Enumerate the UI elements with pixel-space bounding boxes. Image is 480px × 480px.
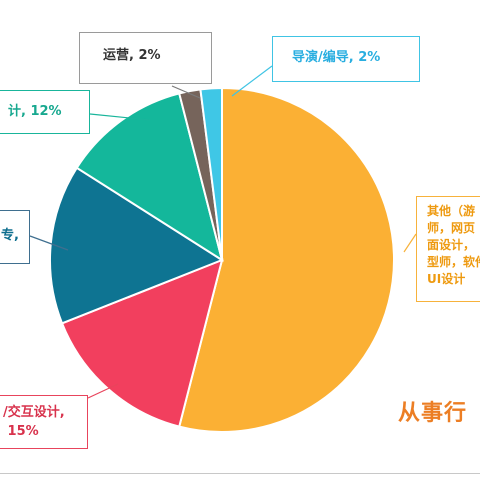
chart-title: 从事行	[398, 401, 468, 426]
leader-line-jiaohu	[87, 383, 119, 399]
leader-line-yunying	[171, 85, 201, 99]
pie-slice-0	[178, 86, 395, 433]
callout-blue-partial: 专,	[0, 210, 30, 264]
callout-sheji: 计, 12%	[0, 90, 90, 134]
leader-lines	[29, 65, 417, 399]
leader-line-sheji	[89, 113, 151, 121]
pie-slice-5	[199, 86, 223, 261]
leader-line-qita	[403, 233, 417, 253]
callout-jiaohu: /交互设计, 15%	[0, 395, 88, 449]
callout-yunying: 运营, 2%	[79, 32, 212, 84]
callout-qita: 其他（游 师，网页 面设计， 型师，软件 UI设计	[416, 196, 480, 302]
pie-slice-3	[75, 92, 224, 263]
callout-daoyan: 导演/编导, 2%	[272, 36, 420, 82]
pie-slices	[49, 86, 395, 433]
leader-line-daoyan	[231, 65, 273, 97]
bottom-border	[0, 473, 480, 474]
leader-line-blue	[29, 235, 69, 251]
